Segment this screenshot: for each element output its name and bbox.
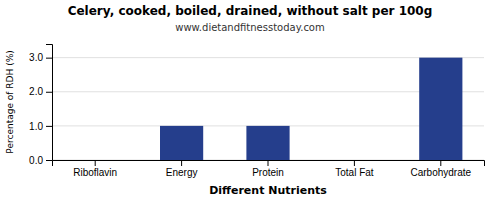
tick-mark [46, 58, 52, 59]
tick: Energy [166, 160, 198, 178]
axis-line [53, 161, 485, 167]
tick-mark [181, 160, 182, 166]
y-axis-title: Percentage of RDH (%) [5, 50, 15, 153]
tick-mark [440, 160, 441, 166]
tick-mark [46, 126, 52, 127]
tick-mark [268, 160, 269, 166]
x-axis: Riboflavin Energy Protein Total Fat Carbohyd… [53, 160, 485, 178]
tick-label: Protein [252, 167, 284, 178]
tick-mark [46, 92, 52, 93]
subtitle: www.dietandfitnesstoday.com [175, 22, 324, 33]
tick: Total Fat [335, 160, 374, 178]
tick: 1.0 [29, 121, 52, 132]
bar [74, 160, 117, 161]
tick-label: Total Fat [335, 167, 374, 178]
tick: Carbohydrate [411, 160, 472, 178]
bars [160, 58, 462, 160]
tick-label: 1.0 [29, 121, 43, 132]
title: Celery, cooked, boiled, drained, without… [68, 4, 433, 18]
chart: Celery, cooked, boiled, drained, without… [0, 0, 500, 200]
tick-label: 0.0 [29, 155, 43, 166]
bar [160, 126, 203, 160]
tick-mark [354, 160, 355, 166]
tick: Protein [252, 160, 284, 178]
plot: Riboflavin Energy Protein Total Fat Carbohyd… [29, 45, 484, 179]
tick: Riboflavin [73, 160, 117, 178]
x-axis-title: Different Nutrients [209, 184, 327, 197]
bar [333, 160, 376, 161]
bar [246, 126, 289, 160]
tick-label: 3.0 [29, 52, 43, 63]
bar [419, 58, 462, 160]
axis-line [46, 45, 53, 161]
tick-mark [46, 160, 52, 161]
tick-label: Energy [166, 167, 198, 178]
tick: 0.0 [29, 155, 52, 166]
tick-label: 2.0 [29, 86, 43, 97]
tick: 2.0 [29, 86, 52, 97]
y-axis: 0.0 1.0 2.0 3.0 [29, 45, 52, 166]
tick-mark [95, 160, 96, 166]
tick-label: Riboflavin [73, 167, 117, 178]
tick-label: Carbohydrate [411, 167, 472, 178]
grid [52, 58, 484, 160]
tick: 3.0 [29, 52, 52, 63]
